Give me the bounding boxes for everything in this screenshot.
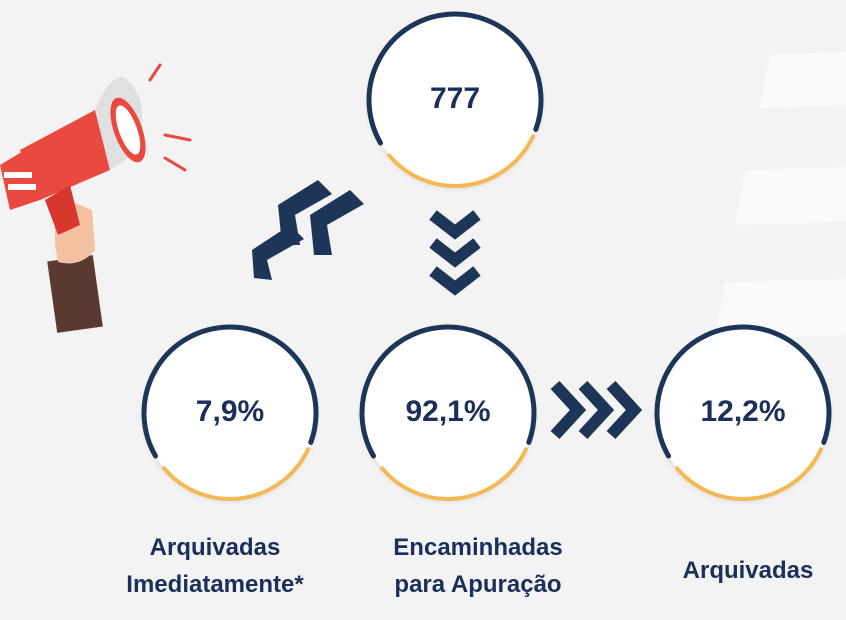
node: 12,2% Arquivadas <box>657 327 829 584</box>
node: 777 <box>369 14 541 186</box>
node-value: 12,2% <box>700 395 785 428</box>
node: 92,1% Encaminhadas para Apuração <box>362 327 563 598</box>
node: 7,9% Arquivadas Imediatamente* <box>126 327 316 598</box>
diagram: 777 7,9% Arquivadas Imediatamente* 92,1% Enca… <box>0 0 846 620</box>
node-label: Imediatamente* <box>126 571 304 598</box>
node-value: 7,9% <box>196 395 264 428</box>
node-value: 92,1% <box>405 395 490 428</box>
node-label: Arquivadas <box>683 557 814 584</box>
node-label: Arquivadas <box>150 534 281 561</box>
node-value: 777 <box>430 82 480 115</box>
page: 777 7,9% Arquivadas Imediatamente* 92,1% Enca… <box>0 0 846 620</box>
node-label: Encaminhadas <box>393 534 562 561</box>
node-label: para Apuração <box>394 571 561 598</box>
megaphone-icon <box>0 65 190 333</box>
background-stripes <box>715 52 846 338</box>
diagonal-arrows <box>252 180 364 280</box>
